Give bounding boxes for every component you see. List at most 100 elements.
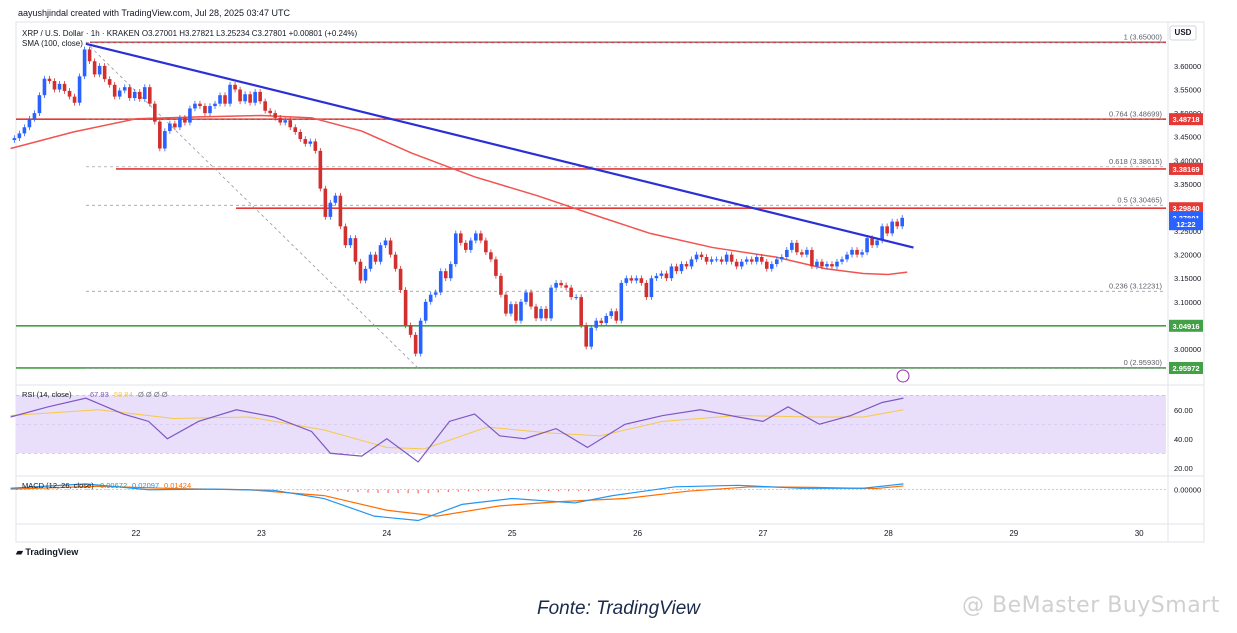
candle-body	[785, 249, 789, 257]
price-tag-label: 3.48718	[1172, 115, 1199, 124]
candle-body	[57, 83, 62, 90]
candle-body	[62, 83, 67, 91]
candle-body	[815, 261, 819, 267]
candle-body	[142, 87, 147, 99]
price-tag-label: 3.38169	[1172, 165, 1199, 174]
price-tick-label: 3.40000	[1174, 156, 1201, 165]
candle-body	[458, 233, 463, 243]
candle-body	[890, 221, 894, 234]
rsi-tick-label: 40.00	[1174, 435, 1193, 444]
price-tag	[1169, 113, 1203, 126]
fib-level-label: 0.764 (3.48699)	[1109, 109, 1162, 118]
rsi-legend: RSI (14, close)	[22, 390, 72, 399]
price-tag-label: 3.29840	[1172, 204, 1199, 213]
candle-body	[524, 292, 528, 302]
candle-body	[865, 238, 869, 253]
candle-body	[403, 290, 408, 326]
price-tick-label: 3.60000	[1174, 62, 1201, 71]
candle-body	[795, 242, 799, 253]
candle-body	[714, 259, 719, 261]
candle-body	[639, 278, 644, 283]
candle-body	[860, 252, 864, 255]
candle-body	[313, 141, 318, 151]
rsi-line	[10, 397, 904, 463]
sma-legend: SMA (100, close)	[22, 39, 83, 48]
rsi-tick-label: 60.00	[1174, 406, 1193, 415]
candle-body	[780, 256, 784, 260]
candle-body	[253, 91, 257, 103]
candle-body	[654, 275, 659, 279]
candle-body	[669, 266, 674, 279]
candle-body	[569, 287, 573, 298]
candle-body	[178, 117, 182, 128]
candle-body	[373, 254, 378, 262]
watermark: @ BeMaster BuySmart	[962, 593, 1220, 618]
rsi-tick-label: 20.00	[1174, 464, 1193, 473]
candle-body	[67, 90, 72, 97]
price-tag-label: 12:22	[1176, 220, 1195, 229]
candle-body	[805, 249, 809, 255]
tradingview-logo: ▰ TradingView	[16, 547, 78, 558]
candle-body	[474, 233, 478, 241]
fib-level-label: 0.618 (3.38615)	[1109, 157, 1162, 166]
macd-signal-line	[10, 485, 904, 517]
date-tick-label: 23	[257, 529, 266, 538]
price-tick-label: 3.25000	[1174, 227, 1201, 236]
candle-body	[499, 275, 503, 295]
price-tick-label: 3.00000	[1174, 345, 1201, 354]
candle-body	[243, 94, 247, 102]
candle-body	[363, 268, 368, 281]
candle-body	[423, 301, 428, 321]
candle-body	[734, 261, 739, 267]
candle-body	[388, 240, 393, 255]
candle-body	[729, 254, 734, 262]
rsi-value: 67.93	[90, 390, 109, 399]
candle-body	[830, 264, 834, 267]
currency-button[interactable]: USD	[1174, 28, 1192, 37]
candle-body	[323, 188, 328, 217]
candle-body	[213, 103, 217, 107]
candle-body	[303, 139, 308, 144]
price-tick-label: 3.55000	[1174, 86, 1201, 95]
candle-body	[494, 259, 498, 276]
candle-body	[47, 78, 52, 82]
candle-body	[719, 259, 724, 262]
candle-body	[544, 308, 548, 319]
candle-body	[534, 306, 538, 319]
candle-body	[418, 320, 423, 354]
candle-body	[554, 282, 558, 288]
candle-body	[353, 238, 358, 262]
candle-body	[278, 117, 283, 123]
candle-body	[87, 49, 92, 62]
candle-body	[52, 81, 57, 90]
candle-body	[619, 282, 624, 321]
candle-body	[117, 90, 122, 97]
candle-body	[453, 233, 458, 265]
tradingview-logo-text: TradingView	[25, 547, 79, 557]
sma-line	[10, 114, 908, 276]
price-tag	[1169, 361, 1203, 374]
candle-body	[885, 226, 889, 234]
candle-body	[22, 127, 27, 134]
candle-body	[800, 252, 804, 255]
candle-body	[137, 91, 142, 99]
candle-body	[193, 103, 197, 109]
candle-body	[484, 240, 488, 253]
macd-histogram-value: 0.00672	[100, 481, 127, 490]
candle-body	[739, 261, 744, 267]
candle-body	[198, 103, 202, 107]
fib-level-label: 0.5 (3.30465)	[1117, 195, 1162, 204]
candle-body	[328, 202, 333, 217]
candle-body	[754, 256, 759, 262]
replay-icon	[896, 369, 910, 383]
candle-body	[870, 238, 874, 246]
candle-body	[875, 240, 879, 246]
image-caption: Fonte: TradingView	[537, 598, 700, 619]
candle-body	[895, 221, 899, 227]
candle-body	[699, 254, 704, 257]
date-tick-label: 28	[884, 529, 893, 538]
fib-level-label: 1 (3.65000)	[1124, 32, 1163, 41]
candle-body	[248, 94, 252, 103]
candle-body	[810, 249, 814, 267]
